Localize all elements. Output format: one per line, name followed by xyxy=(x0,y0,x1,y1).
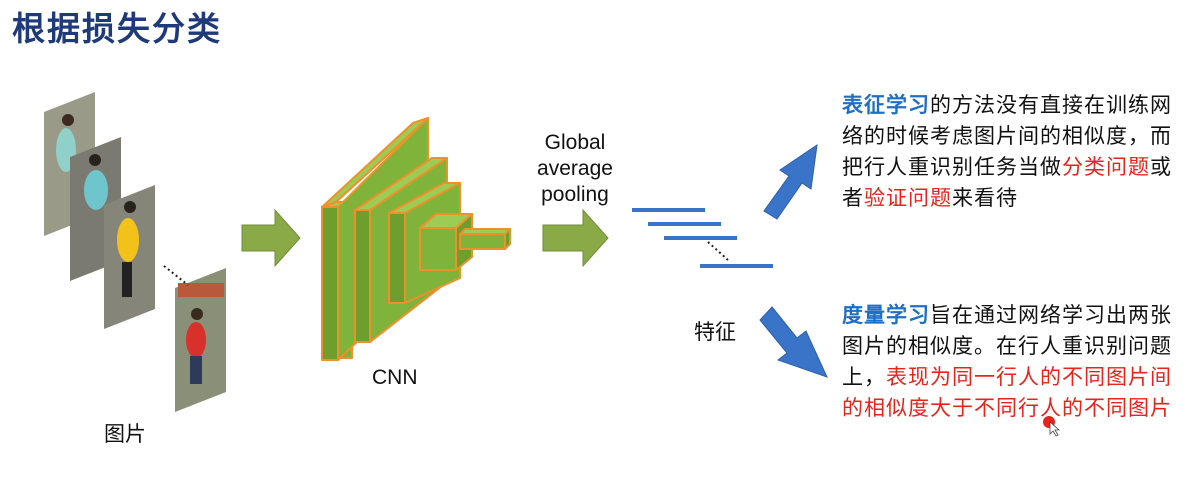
text: 的方法没有直接在训练网络的时候考虑图片间的相似度，而把行人重识别任务当做 xyxy=(842,93,1172,179)
representation-learning-text: 表征学习的方法没有直接在训练网络的时候考虑图片间的相似度，而把行人重识别任务当做… xyxy=(842,90,1174,214)
person-images xyxy=(44,92,226,412)
cnn-layer-5 xyxy=(459,228,511,250)
page-title: 根据损失分类 xyxy=(12,9,222,48)
cnn-layers xyxy=(321,117,511,361)
cursor-icon xyxy=(1043,416,1061,437)
cnn-label: CNN xyxy=(372,366,418,389)
text: 旨在通过网络学习出两张图片的相似度。在行人重识别问题上， xyxy=(842,303,1172,389)
arrow-down-right-icon xyxy=(759,306,828,378)
feature-ellipsis xyxy=(707,241,729,261)
feature-vectors xyxy=(632,208,773,268)
highlight: 表现为同一行人的不同图片间的相似度大于不同行人的不同图片 xyxy=(842,365,1172,420)
keyword: 度量学习 xyxy=(842,303,930,327)
highlight: 验证问题 xyxy=(864,186,952,210)
gap-label-line: Global xyxy=(544,131,606,154)
feature-label: 特征 xyxy=(694,321,736,344)
gap-label: Global average pooling xyxy=(530,130,620,208)
arrow-right-icon xyxy=(241,208,301,268)
text: 或者 xyxy=(842,155,1172,210)
keyword: 表征学习 xyxy=(842,93,930,117)
arrow-up-right-icon xyxy=(763,143,818,220)
ellipsis-dots xyxy=(163,265,189,286)
person-image-4 xyxy=(175,268,226,412)
metric-learning-text: 度量学习旨在通过网络学习出两张图片的相似度。在行人重识别问题上，表现为同一行人的… xyxy=(842,300,1174,424)
gap-label-line: pooling xyxy=(541,183,609,206)
text: 来看待 xyxy=(952,186,1018,210)
highlight: 分类问题 xyxy=(1062,155,1150,179)
arrow-right-icon xyxy=(542,208,609,268)
images-label: 图片 xyxy=(104,423,146,446)
gap-label-line: average xyxy=(537,157,613,180)
person-image-3 xyxy=(104,185,155,329)
